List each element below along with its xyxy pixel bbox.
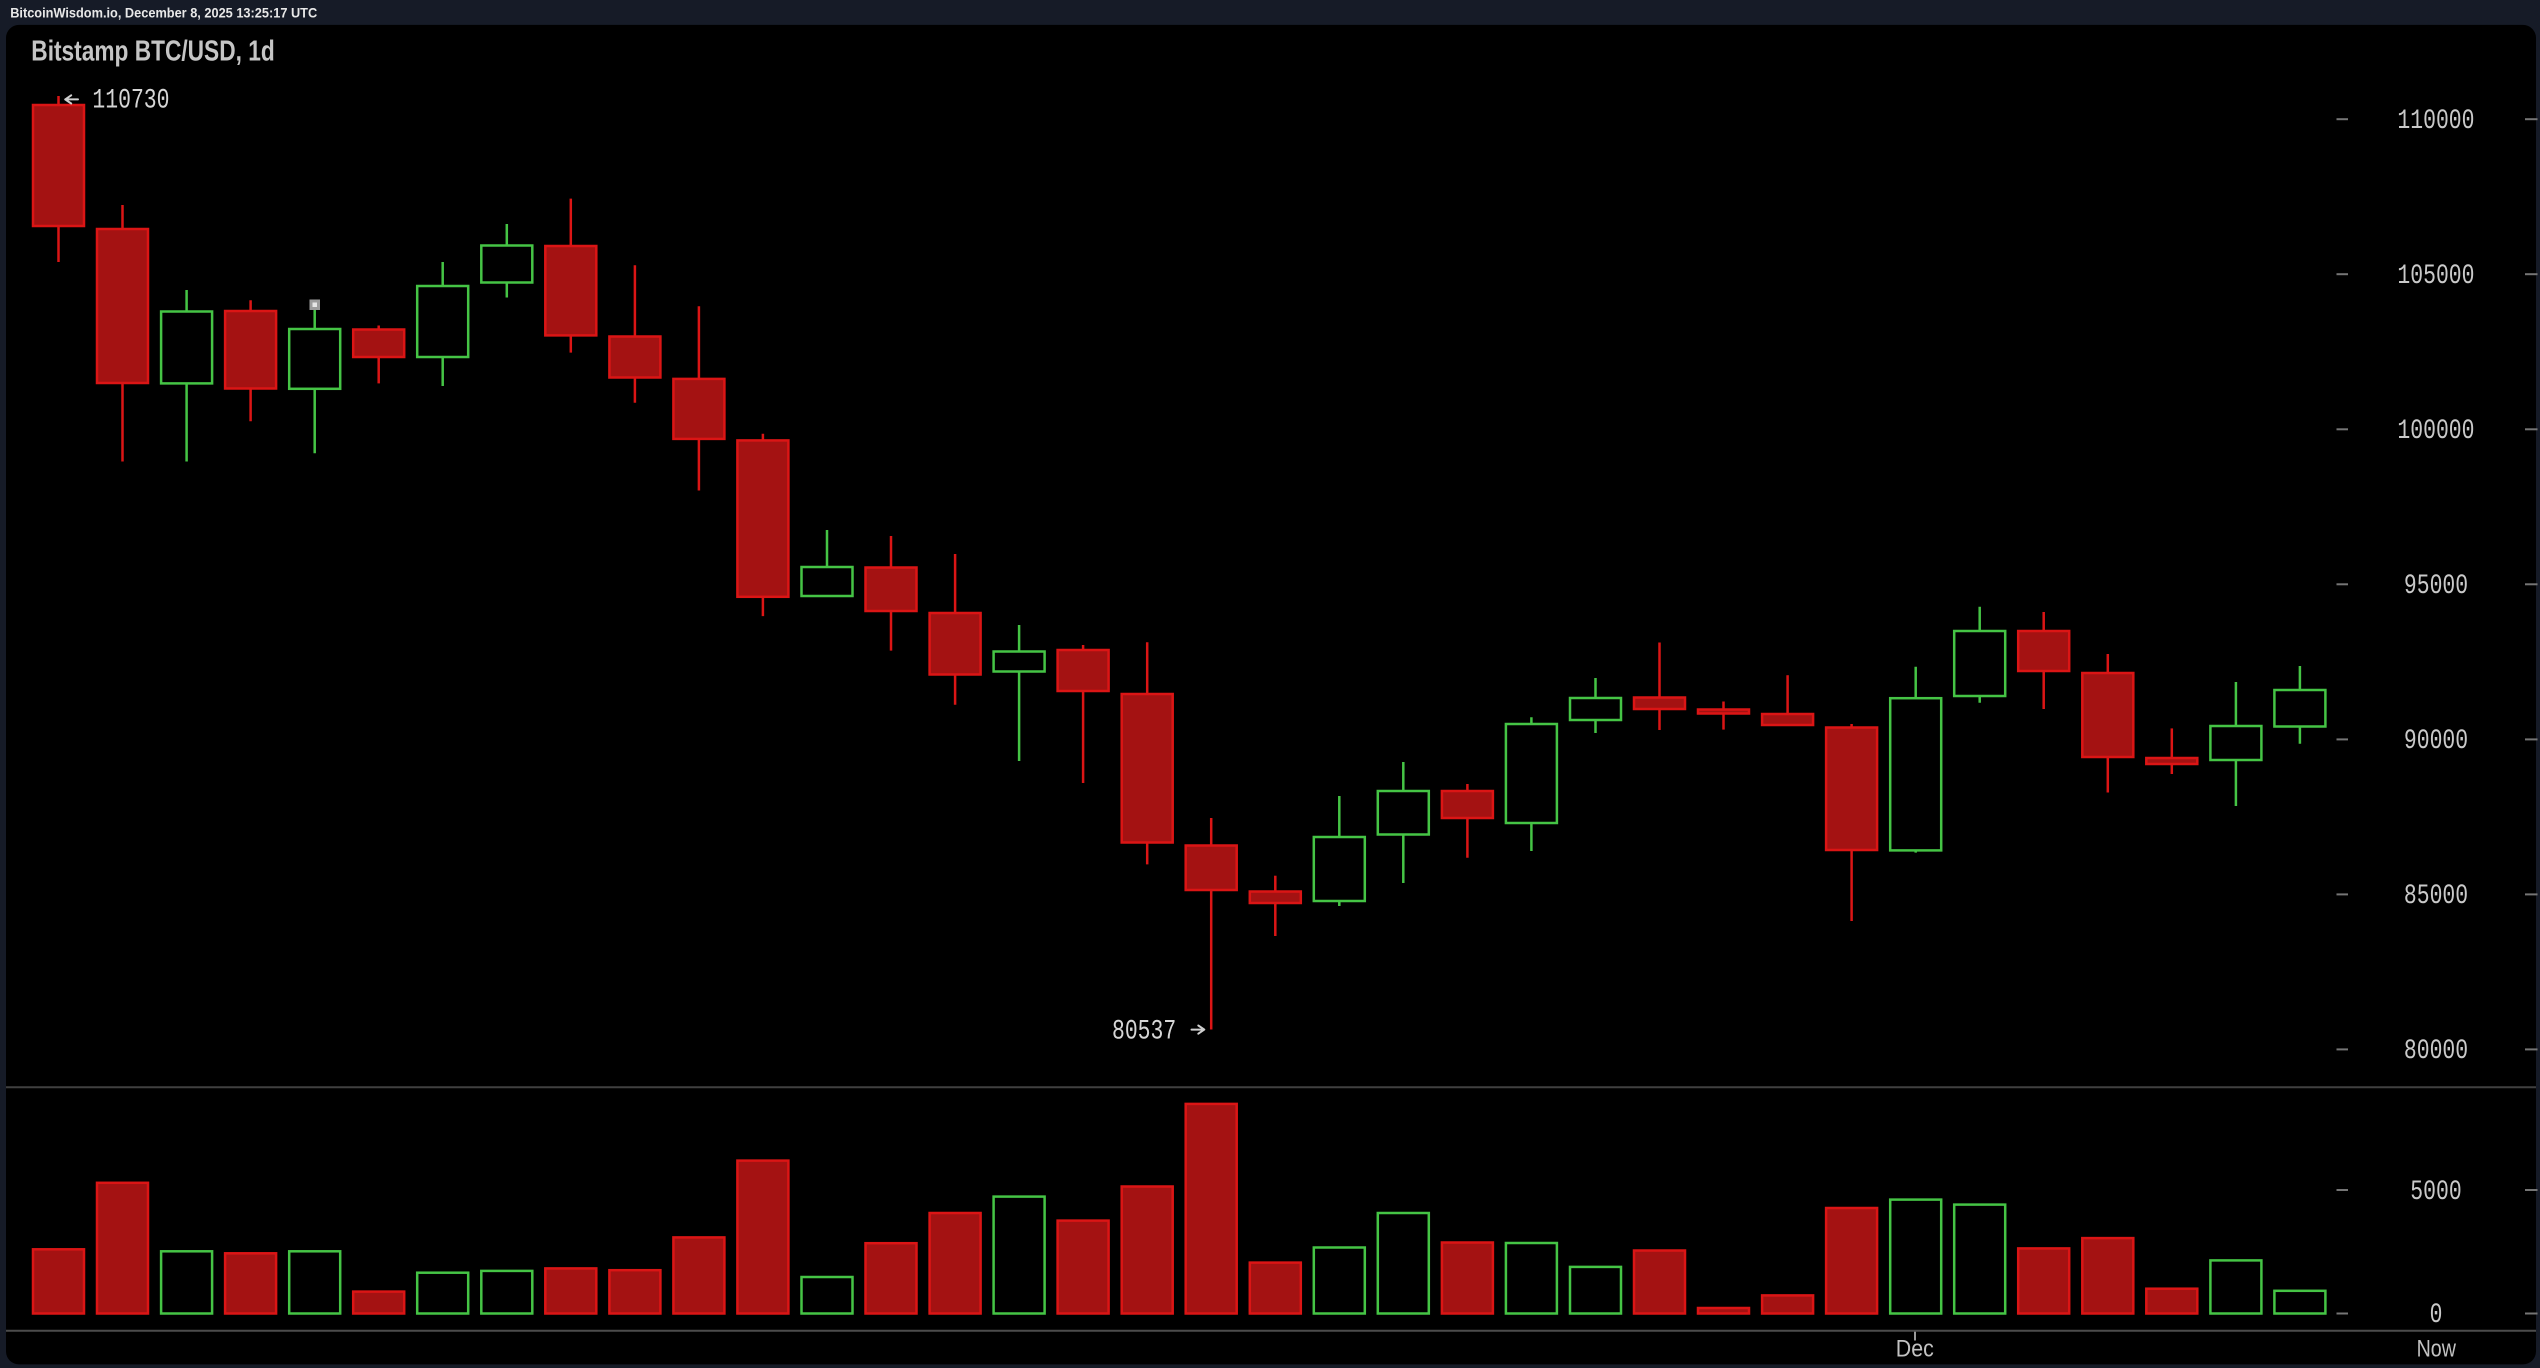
- svg-text:110000: 110000: [2397, 106, 2474, 137]
- svg-text:5000: 5000: [2410, 1177, 2461, 1208]
- svg-text:80537: 80537: [1112, 1016, 1176, 1047]
- svg-text:BitcoinWisdom.io, December 8,: BitcoinWisdom.io, December 8, 2025 13:25…: [10, 5, 317, 21]
- svg-text:Now: Now: [2417, 1336, 2457, 1363]
- svg-text:Bitstamp BTC/USD, 1d: Bitstamp BTC/USD, 1d: [31, 36, 274, 68]
- svg-text:Dec: Dec: [1896, 1336, 1934, 1363]
- svg-text:0: 0: [2430, 1300, 2443, 1331]
- svg-text:80000: 80000: [2404, 1036, 2468, 1067]
- svg-text:105000: 105000: [2397, 261, 2474, 292]
- svg-text:90000: 90000: [2404, 726, 2468, 757]
- svg-text:100000: 100000: [2397, 416, 2474, 447]
- svg-text:110730: 110730: [92, 86, 169, 117]
- svg-text:95000: 95000: [2404, 571, 2468, 602]
- svg-text:85000: 85000: [2404, 881, 2468, 912]
